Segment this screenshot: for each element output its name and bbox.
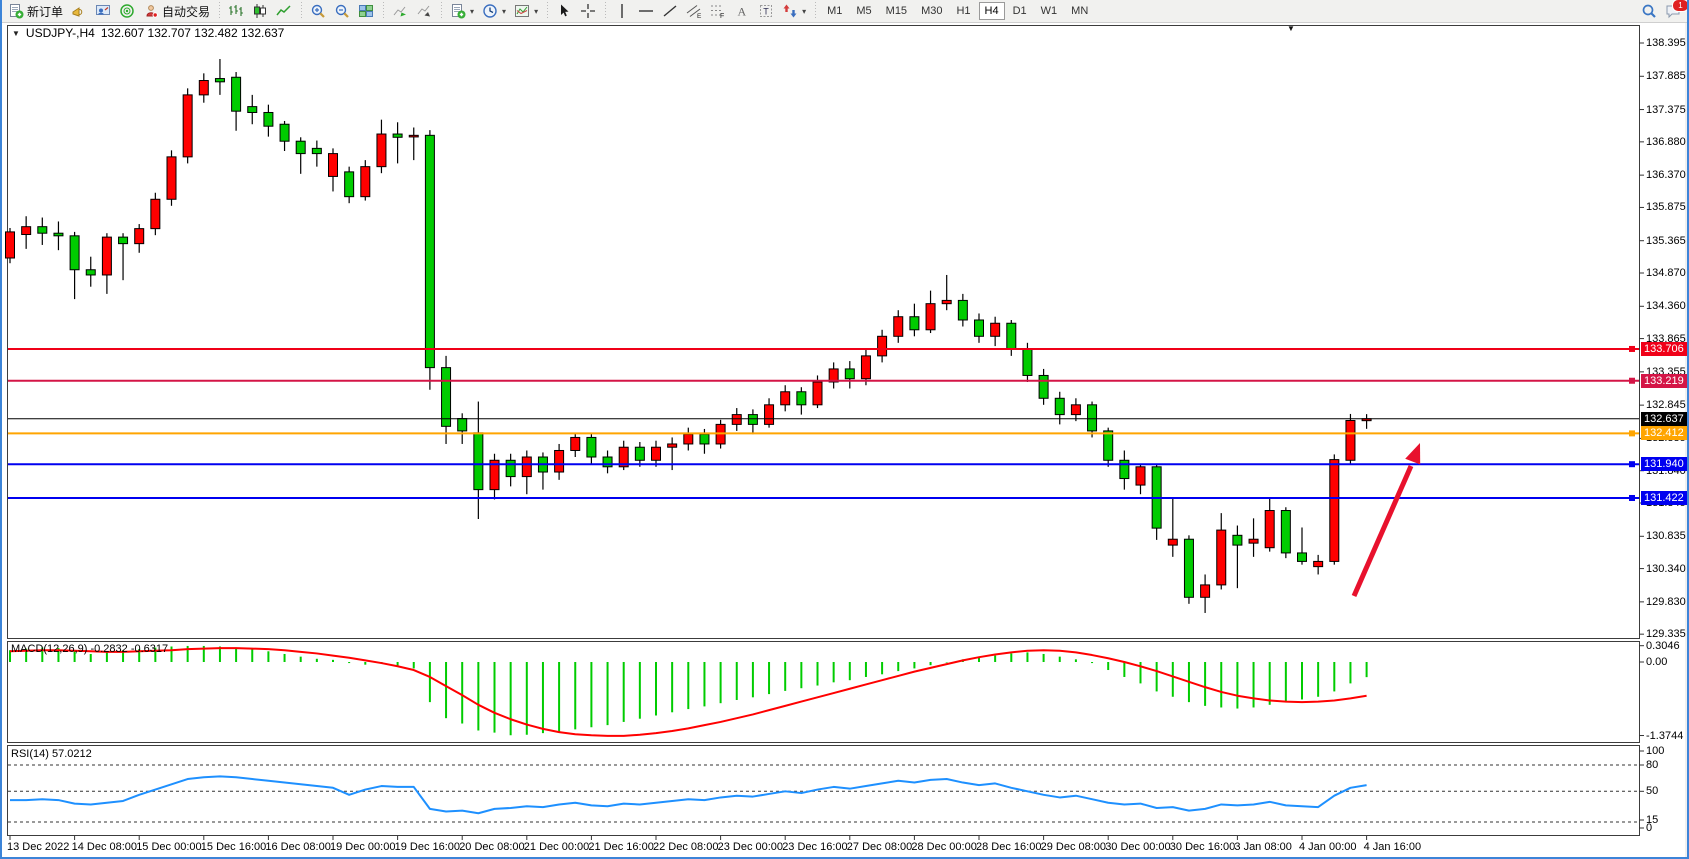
zoom-out-button[interactable] (330, 0, 354, 22)
chart-shift-button[interactable] (412, 0, 436, 22)
vline-icon (614, 3, 630, 19)
text-label-button[interactable]: T (754, 0, 778, 22)
tiles-icon (358, 3, 374, 19)
auto-trading-button[interactable]: 自动交易 (139, 0, 214, 22)
timeframe-m15[interactable]: M15 (885, 5, 908, 17)
tline-icon (662, 3, 678, 19)
auto-scroll-icon (392, 3, 408, 19)
zoom-in-icon (310, 3, 326, 19)
bars-icon (228, 3, 244, 19)
horn-icon (71, 3, 87, 19)
main-toolbar: 新订单 自动交易 ▾ ▾ ▾ E F A T ▾ M1 M5 M15 M30 H1 H4 D1 W1 MN 1 (0, 0, 1689, 23)
collapse-triangle-icon[interactable]: ▼ (12, 28, 20, 38)
toolbar-separator (438, 2, 445, 20)
svg-text:A: A (738, 5, 747, 19)
toolbar-separator (544, 2, 551, 20)
notifications-button[interactable]: 1 (1661, 0, 1689, 22)
zoom-out-icon (334, 3, 350, 19)
timeframe-m30[interactable]: M30 (921, 5, 943, 17)
market-watch-button[interactable] (67, 0, 91, 22)
autotrade-icon (143, 3, 159, 19)
chart-shift-icon (416, 3, 432, 19)
svg-text:T: T (763, 7, 769, 17)
symbol-period-label: USDJPY-,H4 (25, 26, 95, 40)
toolbar-separator (602, 2, 609, 20)
timeframe-w1[interactable]: W1 (1040, 5, 1058, 17)
doc-plus-icon (450, 3, 466, 19)
candlestick-chart-button[interactable] (248, 0, 272, 22)
timeframe-mn[interactable]: MN (1071, 5, 1089, 17)
timeframe-d1[interactable]: D1 (1012, 5, 1027, 17)
rsi-indicator-label: RSI(14) 57.0212 (11, 748, 92, 760)
periods-button[interactable]: ▾ (478, 0, 510, 22)
template-icon (514, 3, 530, 19)
svg-text:F: F (720, 13, 724, 19)
navigator-button[interactable] (115, 0, 139, 22)
dropdown-arrow-icon[interactable]: ▾ (470, 6, 475, 16)
window-border-left (0, 0, 2, 859)
clock-icon (482, 3, 498, 19)
text-a-icon: A (734, 3, 750, 19)
crosshair-button[interactable] (576, 0, 600, 22)
timeframe-h1[interactable]: H1 (956, 5, 971, 17)
toolbar-separator (380, 2, 387, 20)
arrows-button[interactable]: ▾ (778, 0, 810, 22)
trendline-button[interactable] (658, 0, 682, 22)
toolbar-button-label: 新订单 (27, 4, 64, 19)
window-border-bottom (0, 857, 1689, 859)
channel-button[interactable]: E (682, 0, 706, 22)
timeframe-m5[interactable]: M5 (856, 5, 872, 17)
timeframe-h4[interactable]: H4 (978, 2, 1005, 20)
timeframe-m1[interactable]: M1 (827, 5, 843, 17)
line-chart-button[interactable] (272, 0, 296, 22)
line-chart-icon (276, 3, 292, 19)
fibo-icon: F (710, 3, 726, 19)
chart-corner-triangle-icon[interactable]: ▼ (1287, 24, 1295, 33)
macd-indicator-label: MACD(12,26,9) -0.2832 -0.6317 (11, 643, 169, 655)
ohlc-readout: 132.607 132.707 132.482 132.637 (100, 26, 285, 40)
svg-text:E: E (697, 13, 702, 19)
dropdown-arrow-icon[interactable]: ▾ (534, 6, 539, 16)
chart-title: ▼ USDJPY-,H4 132.607 132.707 132.482 132… (12, 26, 284, 40)
toolbar-separator (298, 2, 305, 20)
dropdown-arrow-icon[interactable]: ▾ (502, 6, 507, 16)
indicators-button[interactable]: ▾ (446, 0, 478, 22)
text-t-icon: T (758, 3, 774, 19)
tile-windows-button[interactable] (354, 0, 378, 22)
fibonacci-button[interactable]: F (706, 0, 730, 22)
user-chart-icon (95, 3, 111, 19)
hline-icon (638, 3, 654, 19)
toolbar-button-label: 自动交易 (162, 4, 211, 19)
channel-icon: E (686, 3, 702, 19)
data-window-button[interactable] (91, 0, 115, 22)
candles-icon (252, 3, 268, 19)
templates-button[interactable]: ▾ (510, 0, 542, 22)
zoom-in-button[interactable] (306, 0, 330, 22)
cursor-icon (556, 3, 572, 19)
horizontal-line-button[interactable] (634, 0, 658, 22)
bar-chart-button[interactable] (224, 0, 248, 22)
auto-scroll-button[interactable] (388, 0, 412, 22)
shapes-icon (782, 3, 798, 19)
dropdown-arrow-icon[interactable]: ▾ (802, 6, 807, 16)
search-button[interactable] (1637, 0, 1661, 22)
new-order-button[interactable]: 新订单 (4, 0, 67, 22)
text-button[interactable]: A (730, 0, 754, 22)
cursor-button[interactable] (552, 0, 576, 22)
radar-icon (119, 3, 135, 19)
vertical-line-button[interactable] (610, 0, 634, 22)
crosshair-icon (580, 3, 596, 19)
chart-window[interactable] (0, 22, 1689, 859)
doc-plus-icon (8, 3, 24, 19)
toolbar-separator (812, 2, 819, 20)
search-icon (1641, 3, 1657, 19)
toolbar-separator (216, 2, 223, 20)
